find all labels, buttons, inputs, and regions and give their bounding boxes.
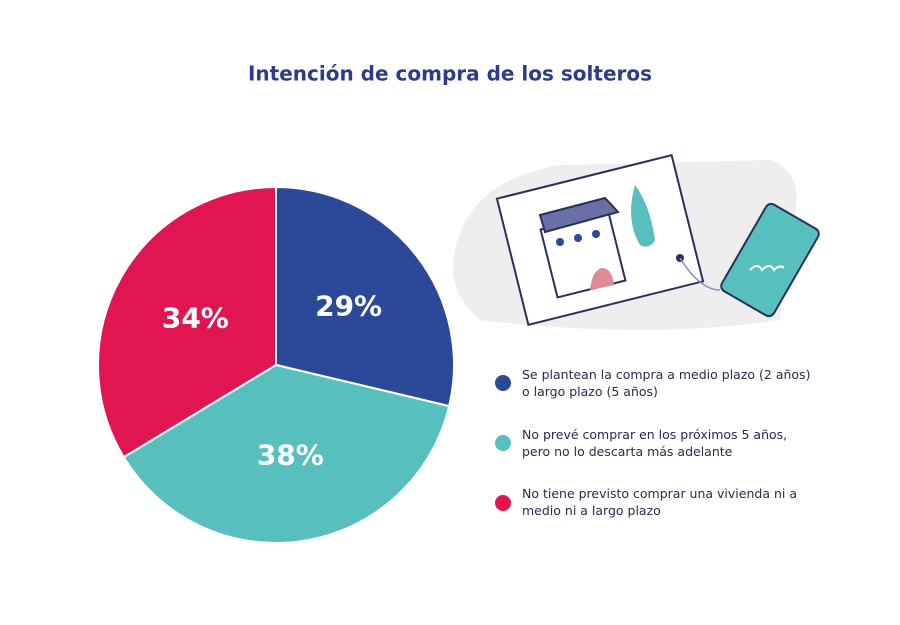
legend-label: No tiene previsto comprar una vivienda n… <box>522 486 797 518</box>
legend-swatch <box>495 375 511 391</box>
pie-slice <box>275 185 455 408</box>
legend-swatch <box>495 435 511 451</box>
data-label: 29% <box>315 290 382 323</box>
data-label: 38% <box>257 438 324 471</box>
pie-slice <box>97 185 277 459</box>
data-label: 34% <box>162 302 229 335</box>
chart-title: Intención de compra de los solteros <box>248 62 652 86</box>
pie-slice <box>122 363 451 544</box>
legend-swatch <box>495 495 511 511</box>
legend-label: Se plantean la compra a medio plazo (2 a… <box>522 367 811 399</box>
legend-label: No prevé comprar en los próximos 5 años,… <box>522 427 788 459</box>
illustration <box>452 153 820 330</box>
